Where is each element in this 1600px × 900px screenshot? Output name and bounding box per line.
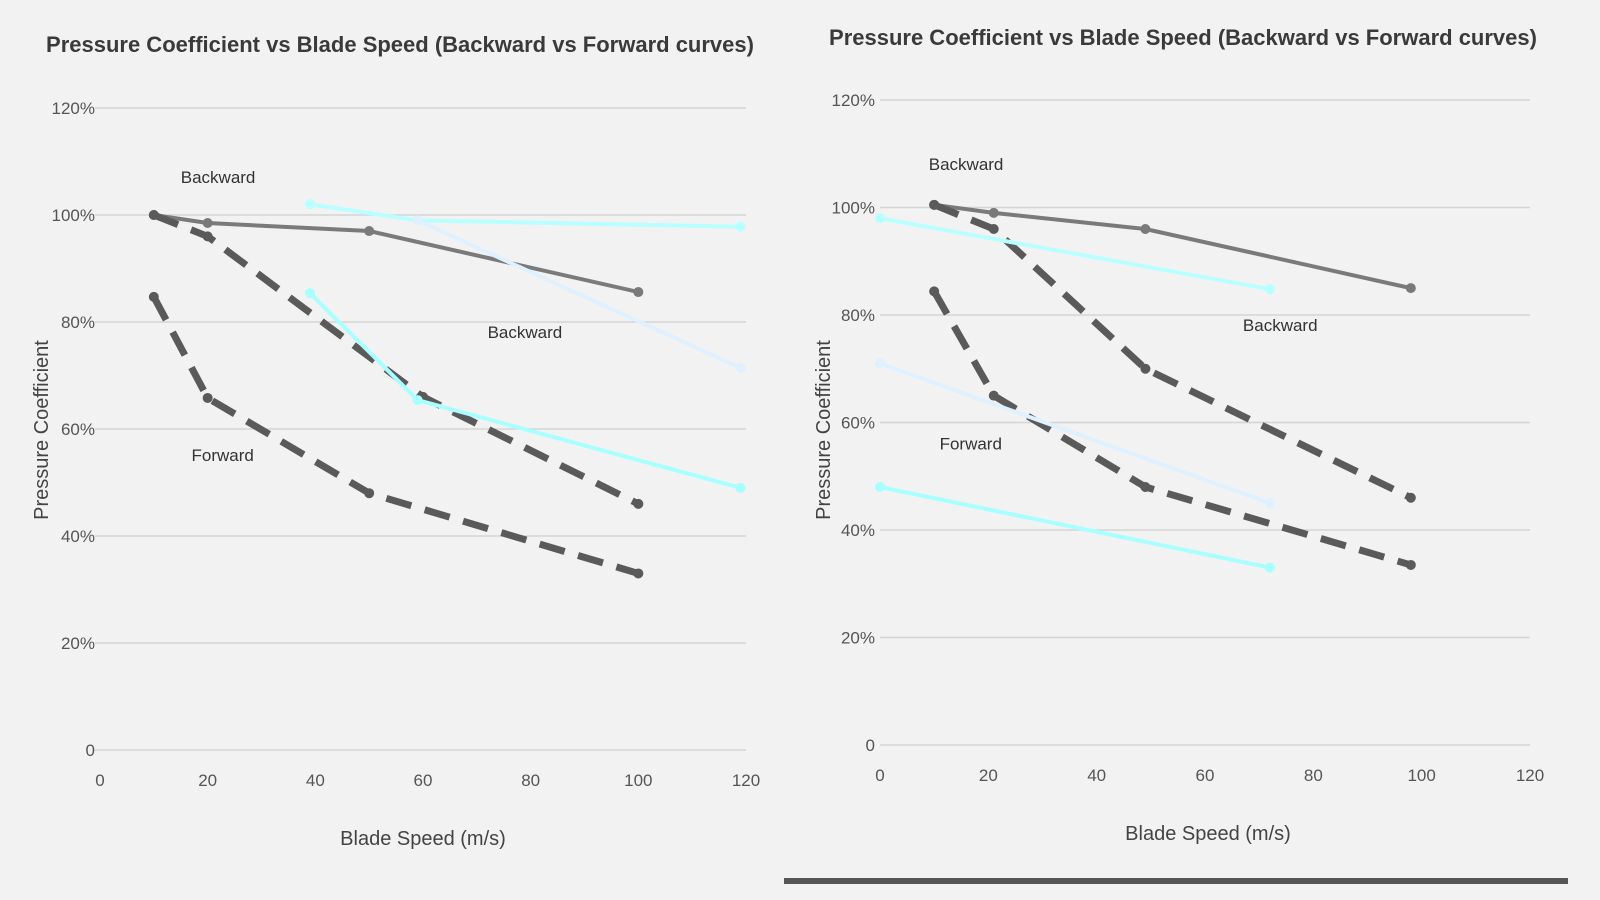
series-4-point <box>735 363 746 374</box>
series-1-point <box>633 498 644 509</box>
series-1-line <box>152 211 640 508</box>
y-tick-label: 120% <box>832 91 875 110</box>
y-tick-label: 0 <box>86 741 95 760</box>
series-1-point <box>929 199 940 210</box>
y-tick-label: 60% <box>841 414 875 433</box>
annotation-label: Backward <box>488 323 563 342</box>
series-4-point <box>875 358 885 369</box>
series-0-line <box>933 202 1412 291</box>
y-tick-label: 0 <box>866 736 875 755</box>
series-5-point <box>1265 562 1275 573</box>
y-tick-label: 40% <box>61 527 95 546</box>
series-2-point <box>202 392 213 403</box>
x-tick-label: 100 <box>624 771 652 790</box>
series-5-line <box>879 485 1271 570</box>
series-1-point <box>148 210 159 220</box>
series-5-point <box>412 395 423 406</box>
series-1-point <box>202 231 213 242</box>
x-tick-label: 120 <box>732 771 760 790</box>
x-tick-label: 20 <box>979 766 998 785</box>
y-tick-label: 80% <box>61 313 95 332</box>
y-axis-label: Pressure Coefficient <box>813 340 835 520</box>
series-2-line <box>931 289 1412 569</box>
annotation-label: Forward <box>192 446 254 465</box>
y-tick-label: 60% <box>61 420 95 439</box>
x-axis-label: Blade Speed (m/s) <box>1125 823 1291 845</box>
series-2-point <box>1405 559 1416 570</box>
series-4-line <box>416 218 742 370</box>
series-1-point <box>1140 363 1151 374</box>
chart-title: Pressure Coefficient vs Blade Speed (Bac… <box>829 25 1537 50</box>
series-0-point <box>364 226 375 237</box>
series-2-point <box>929 286 940 297</box>
series-3-point <box>875 213 885 224</box>
y-tick-label: 80% <box>841 306 875 325</box>
series-1-line <box>932 201 1413 501</box>
x-tick-label: 0 <box>875 766 884 785</box>
series-2-point <box>633 568 644 579</box>
series-3-point <box>1265 284 1275 295</box>
series-2-point <box>988 390 999 401</box>
annotation-label: Backward <box>1243 316 1318 335</box>
series-3-point <box>735 221 746 232</box>
x-tick-label: 60 <box>1196 766 1215 785</box>
series-2-point <box>1140 482 1151 492</box>
annotation-label: Forward <box>940 434 1002 453</box>
annotation-label: Backward <box>181 168 256 187</box>
series-1-point <box>1405 492 1416 503</box>
series-3-point <box>304 199 315 210</box>
x-tick-label: 80 <box>1304 766 1323 785</box>
y-axis-label: Pressure Coefficient <box>31 340 53 520</box>
x-tick-label: 80 <box>521 771 540 790</box>
series-5-point <box>304 288 315 299</box>
x-tick-label: 40 <box>1087 766 1106 785</box>
annotation-label: Backward <box>929 155 1004 174</box>
y-tick-label: 40% <box>841 521 875 540</box>
series-4-line <box>879 361 1271 506</box>
x-tick-label: 20 <box>198 771 217 790</box>
series-3-line <box>879 216 1271 292</box>
x-tick-label: 120 <box>1516 766 1544 785</box>
chart-title: Pressure Coefficient vs Blade Speed (Bac… <box>46 32 754 57</box>
y-tick-label: 20% <box>841 629 875 648</box>
series-2-line <box>150 295 640 577</box>
x-tick-label: 40 <box>306 771 325 790</box>
series-0-point <box>1405 283 1416 294</box>
series-0-point <box>1140 224 1151 234</box>
x-tick-label: 100 <box>1407 766 1435 785</box>
x-tick-label: 60 <box>414 771 433 790</box>
y-tick-label: 120% <box>52 99 95 118</box>
series-0-point <box>633 287 644 298</box>
series-0-point <box>202 218 213 229</box>
series-5-point <box>735 482 746 493</box>
series-2-point <box>148 291 159 302</box>
horizontal-scrollbar[interactable] <box>784 878 1568 884</box>
series-4-point <box>1265 498 1275 509</box>
series-4-point <box>412 215 423 226</box>
y-tick-label: 20% <box>61 634 95 653</box>
series-5-point <box>875 482 885 492</box>
series-2-point <box>364 488 375 499</box>
series-0-point <box>988 207 999 218</box>
y-tick-label: 100% <box>52 206 95 225</box>
x-axis-label: Blade Speed (m/s) <box>340 828 506 850</box>
series-1-point <box>988 224 999 234</box>
y-tick-label: 100% <box>832 199 875 218</box>
x-tick-label: 0 <box>95 771 104 790</box>
